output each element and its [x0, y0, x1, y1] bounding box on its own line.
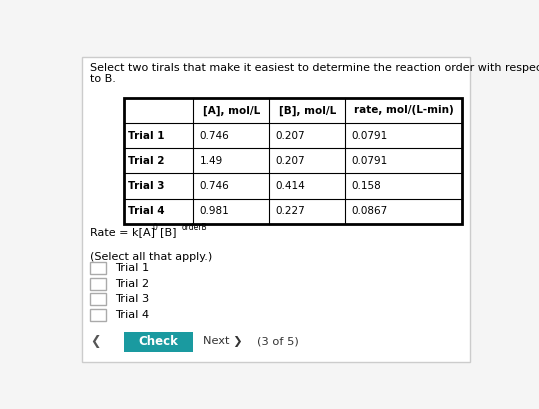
Text: Trial 3: Trial 3	[128, 181, 164, 191]
Text: 0: 0	[152, 223, 157, 232]
Text: Trial 2: Trial 2	[115, 279, 149, 289]
Text: ❮: ❮	[91, 335, 101, 348]
Text: Select two tirals that make it easiest to determine the reaction order with resp: Select two tirals that make it easiest t…	[91, 63, 539, 73]
Text: [B]: [B]	[160, 227, 176, 238]
Text: Trial 3: Trial 3	[115, 294, 150, 304]
Text: Trial 4: Trial 4	[128, 206, 164, 216]
Text: to B.: to B.	[91, 74, 116, 84]
Bar	[91, 262, 106, 274]
Bar	[91, 294, 106, 306]
Bar	[124, 98, 462, 224]
Bar	[91, 309, 106, 321]
Text: 0.0791: 0.0791	[351, 156, 388, 166]
Text: (Select all that apply.): (Select all that apply.)	[91, 252, 212, 262]
Text: orderB: orderB	[182, 223, 207, 232]
Text: 0.207: 0.207	[275, 131, 305, 141]
Text: 0.981: 0.981	[199, 206, 229, 216]
Bar	[91, 278, 106, 290]
Text: 0.0867: 0.0867	[351, 206, 388, 216]
Bar	[124, 332, 193, 352]
Text: (3 of 5): (3 of 5)	[258, 337, 299, 347]
Text: 0.746: 0.746	[199, 131, 229, 141]
Text: 0.414: 0.414	[275, 181, 305, 191]
Text: Next ❯: Next ❯	[203, 336, 243, 347]
Text: 0.158: 0.158	[351, 181, 382, 191]
Text: 0.0791: 0.0791	[351, 131, 388, 141]
Text: Trial 2: Trial 2	[128, 156, 164, 166]
Text: Trial 1: Trial 1	[115, 263, 150, 273]
Text: Trial 1: Trial 1	[128, 131, 164, 141]
Text: 0.227: 0.227	[275, 206, 305, 216]
Text: 0.207: 0.207	[275, 156, 305, 166]
Text: 1.49: 1.49	[199, 156, 223, 166]
Text: [B], mol/L: [B], mol/L	[279, 106, 336, 116]
Text: rate, mol/(L-min): rate, mol/(L-min)	[354, 106, 454, 115]
Text: [A], mol/L: [A], mol/L	[203, 106, 260, 116]
Text: Rate = k[A]: Rate = k[A]	[91, 227, 155, 238]
Text: Check: Check	[139, 335, 178, 348]
Text: 0.746: 0.746	[199, 181, 229, 191]
Text: Trial 4: Trial 4	[115, 310, 149, 320]
